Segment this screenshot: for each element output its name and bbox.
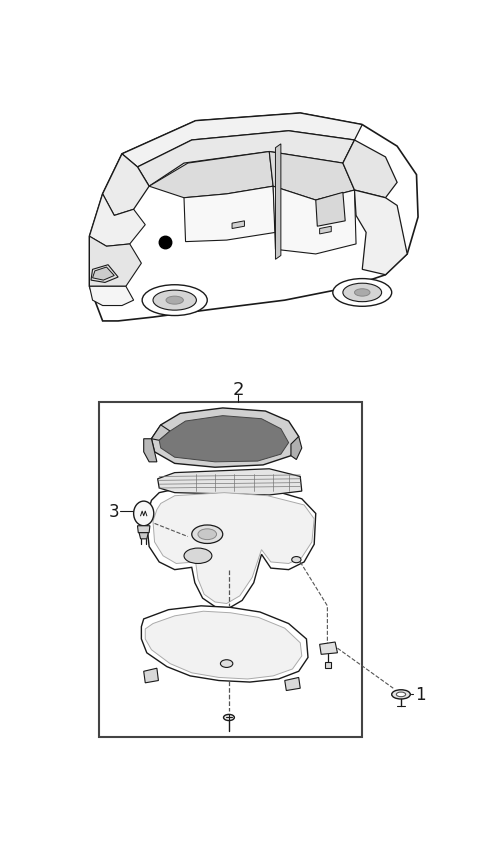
Polygon shape	[184, 187, 276, 242]
Text: 2: 2	[232, 380, 244, 398]
Ellipse shape	[333, 279, 392, 307]
Polygon shape	[285, 677, 300, 691]
Ellipse shape	[220, 660, 233, 668]
Polygon shape	[122, 114, 362, 168]
Ellipse shape	[153, 291, 196, 310]
Text: 3: 3	[109, 502, 120, 520]
Polygon shape	[291, 437, 302, 460]
Polygon shape	[325, 662, 331, 669]
Polygon shape	[89, 194, 145, 247]
Polygon shape	[89, 114, 418, 322]
Polygon shape	[273, 187, 356, 255]
Polygon shape	[89, 287, 133, 306]
Polygon shape	[144, 439, 157, 462]
Polygon shape	[152, 409, 299, 467]
Ellipse shape	[392, 690, 410, 699]
Polygon shape	[232, 222, 244, 229]
Polygon shape	[320, 642, 337, 654]
Ellipse shape	[396, 693, 406, 697]
Text: 1: 1	[415, 686, 426, 704]
Polygon shape	[139, 533, 148, 539]
Polygon shape	[103, 154, 149, 216]
Ellipse shape	[133, 502, 154, 526]
Ellipse shape	[224, 715, 234, 721]
Ellipse shape	[142, 286, 207, 316]
Polygon shape	[159, 416, 288, 462]
Ellipse shape	[343, 284, 382, 302]
Polygon shape	[145, 612, 302, 679]
Polygon shape	[91, 265, 118, 283]
Bar	[99, 403, 362, 737]
Polygon shape	[149, 153, 273, 199]
Polygon shape	[93, 268, 114, 281]
Polygon shape	[343, 141, 397, 199]
Polygon shape	[137, 131, 355, 187]
Polygon shape	[276, 145, 281, 260]
Polygon shape	[89, 237, 142, 287]
Polygon shape	[320, 227, 331, 235]
Polygon shape	[316, 193, 345, 227]
Ellipse shape	[166, 297, 183, 305]
Polygon shape	[144, 669, 158, 683]
Ellipse shape	[192, 525, 223, 544]
Polygon shape	[355, 191, 407, 276]
Polygon shape	[153, 493, 314, 604]
Polygon shape	[269, 153, 355, 200]
Ellipse shape	[292, 557, 301, 563]
Ellipse shape	[184, 548, 212, 564]
Polygon shape	[142, 606, 308, 682]
Polygon shape	[157, 469, 302, 496]
Ellipse shape	[355, 289, 370, 297]
Polygon shape	[152, 426, 170, 441]
Polygon shape	[147, 487, 316, 608]
Polygon shape	[137, 526, 150, 533]
Ellipse shape	[198, 529, 216, 540]
